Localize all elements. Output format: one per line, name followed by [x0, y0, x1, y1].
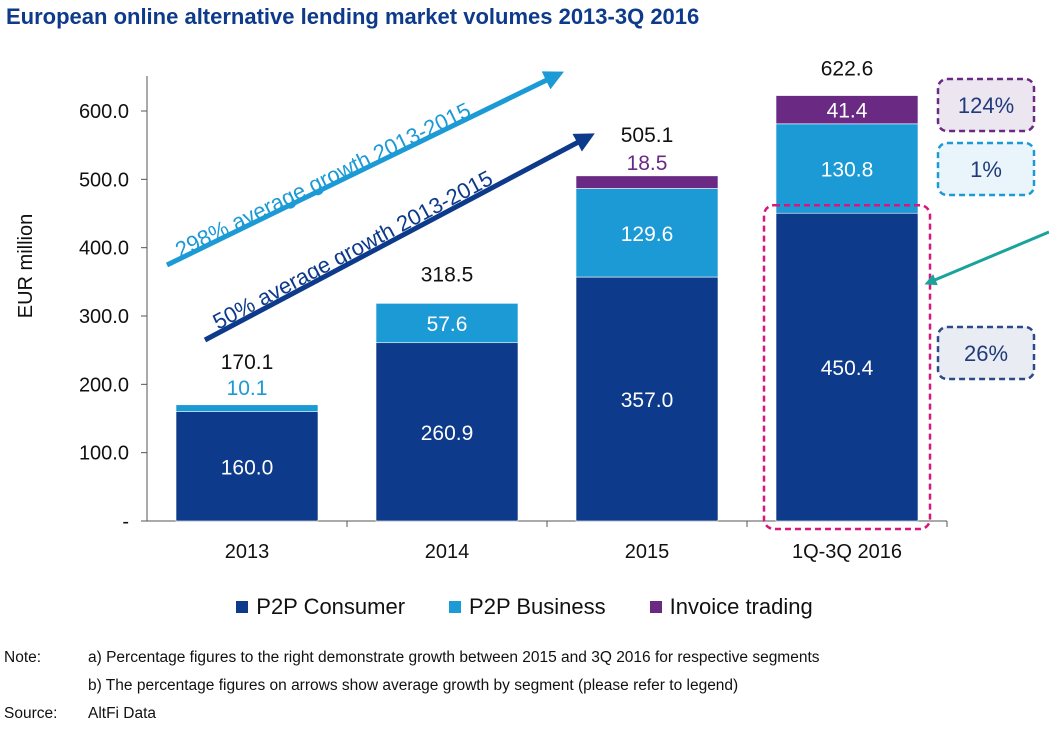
y-tick-label: 300.0	[79, 306, 129, 328]
legend-swatch-invoice	[649, 601, 662, 613]
arrow-business	[165, 71, 564, 268]
highlight-box	[762, 203, 932, 531]
y-tick-label: 600.0	[79, 101, 129, 123]
legend-label-invoice: Invoice trading	[669, 594, 813, 619]
bar-p2p-consumer	[775, 212, 919, 522]
bar-p2p-consumer	[575, 276, 719, 522]
note-text-a: a) Percentage figures to the right demon…	[88, 649, 820, 666]
legend-item-business: P2P Business	[449, 594, 606, 620]
badge-invoice-label: 124%	[958, 93, 1014, 118]
x-tick-label: 2014	[425, 541, 470, 563]
data-label-total: 170.1	[221, 351, 274, 374]
legend-swatch-consumer	[236, 601, 249, 613]
source-value: AltFi Data	[88, 705, 157, 722]
bar-p2p-business	[175, 404, 319, 412]
chart-title: European online alternative lending mark…	[6, 4, 700, 29]
note-row-b: b) The percentage figures on arrows show…	[4, 672, 820, 700]
data-label-consumer: 450.4	[821, 357, 874, 380]
legend-swatch-business	[449, 601, 462, 613]
bar-invoice-trading	[775, 95, 919, 125]
bar-p2p-business	[575, 188, 719, 278]
note-label: Note:	[4, 649, 42, 666]
y-tick-label: 100.0	[79, 443, 129, 465]
source-row: Source: AltFi Data	[4, 700, 820, 728]
legend-label-business: P2P Business	[469, 594, 606, 619]
y-tick-label: -	[122, 511, 129, 533]
data-label-business: 129.6	[621, 223, 674, 246]
x-tick-label: 2013	[225, 541, 270, 563]
y-tick-label: 200.0	[79, 374, 129, 396]
x-tick-label: 1Q-3Q 2016	[792, 541, 902, 563]
legend-item-invoice: Invoice trading	[649, 594, 813, 620]
arrow-business-label: 298% average growth 2013-2015	[171, 97, 474, 262]
data-label-business: 57.6	[427, 313, 468, 336]
chart-legend: P2P Consumer P2P Business Invoice tradin…	[0, 594, 1049, 620]
note-row-a: Note: a) Percentage figures to the right…	[4, 644, 820, 672]
data-label-total: 505.1	[621, 124, 674, 147]
note-text-b: b) The percentage figures on arrows show…	[88, 677, 739, 694]
data-label-consumer: 260.9	[421, 422, 474, 445]
data-label-invoice: 18.5	[627, 152, 668, 175]
chart-notes: Note: a) Percentage figures to the right…	[4, 644, 820, 728]
bar-p2p-consumer	[175, 411, 319, 522]
chart-canvas: - 100.0 200.0 300.0 400.0 500.0 600.0 EUR milli…	[15, 58, 1049, 563]
source-label: Source:	[4, 705, 58, 722]
bar-p2p-business	[775, 123, 919, 214]
data-label-business: 10.1	[227, 377, 268, 400]
legend-item-consumer: P2P Consumer	[236, 594, 405, 620]
arrow-highlight	[924, 230, 1049, 286]
data-label-invoice: 41.4	[827, 100, 868, 123]
arrow-consumer	[203, 133, 595, 343]
badge-business-label: 1%	[970, 157, 1002, 182]
data-label-total: 318.5	[421, 263, 474, 286]
data-label-consumer: 357.0	[621, 389, 674, 412]
legend-label-consumer: P2P Consumer	[256, 594, 406, 619]
badge-invoice-box	[936, 77, 1036, 133]
bar-p2p-business	[375, 303, 519, 344]
bar-p2p-consumer	[375, 342, 519, 522]
badge-consumer-label: 26%	[964, 341, 1008, 366]
y-axis-label: EUR million	[15, 214, 37, 318]
data-label-total: 622.6	[821, 58, 874, 81]
bar-invoice-trading	[575, 175, 719, 189]
y-tick-label: 500.0	[79, 169, 129, 191]
data-label-consumer: 160.0	[221, 456, 274, 479]
data-label-business: 130.8	[821, 159, 874, 182]
y-tick-label: 400.0	[79, 238, 129, 260]
badge-consumer-box	[936, 325, 1036, 381]
x-tick-label: 2015	[625, 541, 670, 563]
badge-business-box	[936, 141, 1036, 197]
